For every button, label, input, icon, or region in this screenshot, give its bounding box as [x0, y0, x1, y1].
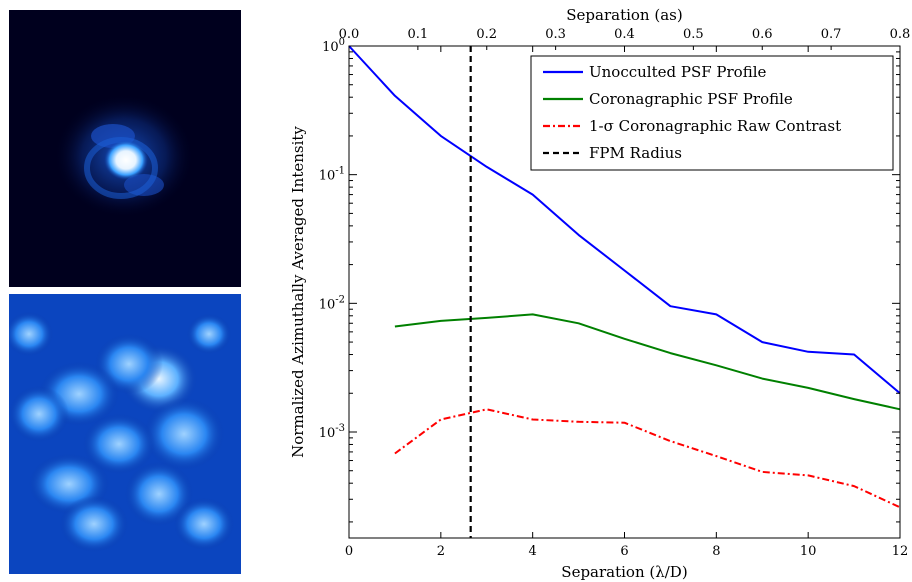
psf-core	[104, 140, 148, 180]
x-tick-label: 2	[437, 544, 445, 559]
speckle	[174, 498, 234, 550]
x-tick-label: 4	[529, 544, 537, 559]
x-tick-label: 12	[892, 544, 909, 559]
speckle	[83, 414, 155, 474]
legend-label-0: Unocculted PSF Profile	[589, 63, 767, 81]
legend-label-3: FPM Radius	[589, 144, 682, 162]
top-x-axis-title: Separation (as)	[566, 6, 682, 24]
legend-label-1: Coronagraphic PSF Profile	[589, 90, 793, 108]
speckle	[144, 398, 224, 470]
legend: Unocculted PSF Profile Coronagraphic PSF …	[530, 55, 894, 171]
unocculted-psf-image	[9, 10, 241, 287]
x-tick-label: 6	[620, 544, 628, 559]
x2-tick-label: 0.0	[339, 27, 360, 42]
y-tick-label: 10-1	[319, 166, 345, 184]
psf-ring	[84, 137, 158, 199]
speckle	[5, 312, 53, 356]
x-axis-title: Separation (λ/D)	[561, 563, 687, 581]
ticks-layer: 0 2 4 6 8 10 12 0.0 0.1 0.2 0.3 0.4 0.5 0.6 0.7 0.8 100 1…	[319, 27, 911, 559]
y-tick-label: 10-3	[319, 423, 345, 441]
unocculted-psf-picture	[54, 94, 194, 218]
y-tick-label: 100	[322, 37, 345, 55]
x2-tick-label: 0.7	[821, 27, 842, 42]
x2-tick-label: 0.2	[476, 27, 497, 42]
speckle	[60, 496, 128, 552]
x2-tick-label: 0.4	[614, 27, 635, 42]
coronagraphic-psf-image	[5, 294, 241, 574]
x2-tick-label: 0.8	[890, 27, 911, 42]
speckle	[125, 462, 193, 526]
y-axis-title: Normalized Azimuthally Averaged Intensit…	[289, 126, 307, 458]
x-tick-label: 8	[712, 544, 720, 559]
legend-label-2: 1-σ Coronagraphic Raw Contrast	[589, 117, 841, 135]
legend-box	[530, 55, 894, 171]
plot-content	[348, 45, 901, 538]
y-tick-label: 10-2	[319, 294, 345, 312]
speckle	[9, 386, 69, 442]
x2-tick-label: 0.5	[683, 27, 704, 42]
speckle	[187, 314, 231, 354]
x-tick-label: 0	[345, 544, 353, 559]
coronagraphic-psf-picture	[5, 294, 241, 574]
x2-tick-label: 0.1	[408, 27, 429, 42]
x2-tick-label: 0.3	[545, 27, 566, 42]
series-line-0	[348, 45, 901, 395]
x2-tick-label: 0.6	[752, 27, 773, 42]
x-tick-label: 10	[800, 544, 817, 559]
series-line-1	[394, 313, 901, 411]
series-line-2	[394, 408, 901, 509]
